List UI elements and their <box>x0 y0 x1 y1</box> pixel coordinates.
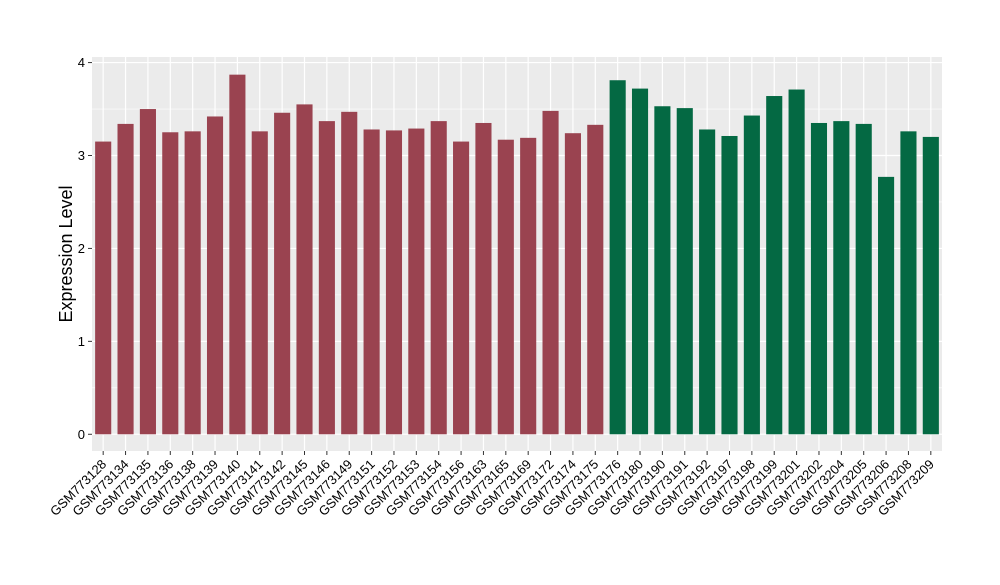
bar-GSM773154 <box>430 121 447 435</box>
bar-GSM773169 <box>520 137 537 435</box>
bar-GSM773201 <box>788 89 805 435</box>
bar-GSM773156 <box>453 141 470 435</box>
bar-GSM773151 <box>363 129 380 435</box>
bar-GSM773153 <box>408 128 425 435</box>
bar-GSM773202 <box>810 122 828 435</box>
bar-GSM773136 <box>162 132 179 435</box>
bar-GSM773142 <box>274 112 291 435</box>
bar-GSM773191 <box>676 108 693 435</box>
bar-GSM773134 <box>117 123 134 435</box>
bar-GSM773199 <box>766 96 783 435</box>
bar-GSM773198 <box>743 115 760 435</box>
y-axis-title: Expression Level <box>56 185 76 322</box>
bar-GSM773205 <box>855 123 872 435</box>
y-tick-label: 1 <box>78 334 85 349</box>
bar-GSM773209 <box>922 136 939 435</box>
bar-GSM773152 <box>385 130 403 435</box>
bar-GSM773138 <box>184 131 201 435</box>
bar-GSM773172 <box>542 110 559 435</box>
y-tick-label: 3 <box>78 148 85 163</box>
bar-GSM773197 <box>721 135 738 435</box>
bar-GSM773204 <box>833 121 850 435</box>
x-axis: GSM773128GSM773134GSM773135GSM773136GSM7… <box>47 451 937 519</box>
bar-GSM773128 <box>95 141 112 435</box>
bar-GSM773149 <box>341 111 358 435</box>
y-tick-label: 0 <box>78 427 85 442</box>
y-tick-label: 2 <box>78 241 85 256</box>
bars <box>95 74 939 435</box>
y-axis: 0 1 2 3 4 <box>78 55 92 442</box>
bar-GSM773174 <box>564 133 581 435</box>
bar-GSM773135 <box>139 109 156 435</box>
bar-GSM773206 <box>878 176 895 435</box>
bar-GSM773163 <box>475 122 492 435</box>
bar-GSM773165 <box>497 139 514 435</box>
bar-GSM773176 <box>609 80 626 435</box>
bar-GSM773145 <box>296 104 313 435</box>
bar-GSM773208 <box>900 131 917 435</box>
bar-GSM773175 <box>587 124 604 435</box>
bar-GSM773141 <box>251 131 268 435</box>
bar-GSM773139 <box>206 116 224 435</box>
bar-GSM773146 <box>318 121 335 435</box>
y-tick-label: 4 <box>78 55 85 70</box>
bar-GSM773190 <box>654 106 671 435</box>
bar-GSM773180 <box>631 88 649 435</box>
bar-GSM773192 <box>699 129 716 435</box>
bar-GSM773140 <box>229 74 246 435</box>
